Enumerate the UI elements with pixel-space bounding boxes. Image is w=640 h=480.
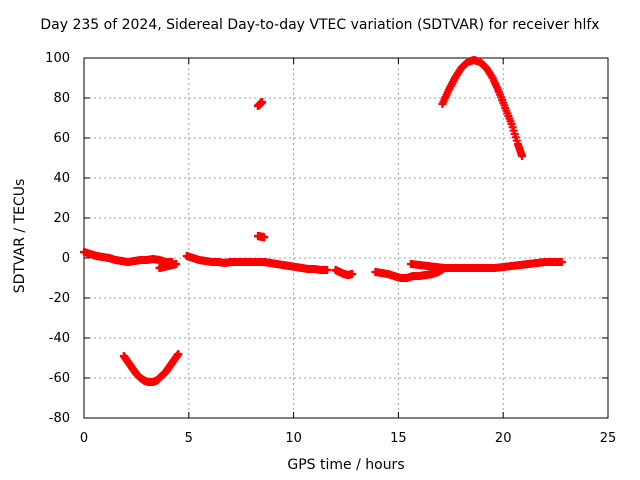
x-tick-label: 0 — [80, 431, 88, 446]
data-point — [323, 266, 332, 274]
y-tick-label: 80 — [53, 91, 70, 106]
plot-frame — [83, 57, 609, 419]
y-axis-label: SDTVAR / TECUs — [12, 178, 28, 294]
x-tick-label: 10 — [285, 431, 302, 446]
y-tick-label: 60 — [53, 131, 70, 146]
x-tick-label: 25 — [600, 431, 617, 446]
data-point — [258, 98, 267, 106]
data-point — [174, 350, 183, 358]
data-point — [260, 233, 269, 242]
x-tick-label: 20 — [495, 431, 512, 446]
y-tick-label: 40 — [53, 171, 70, 186]
data-point — [557, 258, 566, 266]
y-tick-label: -40 — [49, 331, 70, 346]
y-tick-label: 20 — [53, 211, 70, 226]
data-point — [518, 152, 527, 160]
x-tick-label: 15 — [390, 431, 407, 446]
data-point — [348, 270, 357, 278]
y-tick-label: -20 — [49, 291, 70, 306]
y-tick-label: -80 — [49, 411, 70, 426]
y-tick-label: 0 — [62, 251, 70, 266]
x-axis-label: GPS time / hours — [287, 457, 405, 473]
y-tick-label: -60 — [49, 371, 70, 386]
x-tick-label: 5 — [185, 431, 193, 446]
data-point — [172, 260, 181, 268]
chart-title: Day 235 of 2024, Sidereal Day-to-day VTE… — [40, 17, 600, 33]
y-tick-label: 100 — [45, 51, 70, 66]
